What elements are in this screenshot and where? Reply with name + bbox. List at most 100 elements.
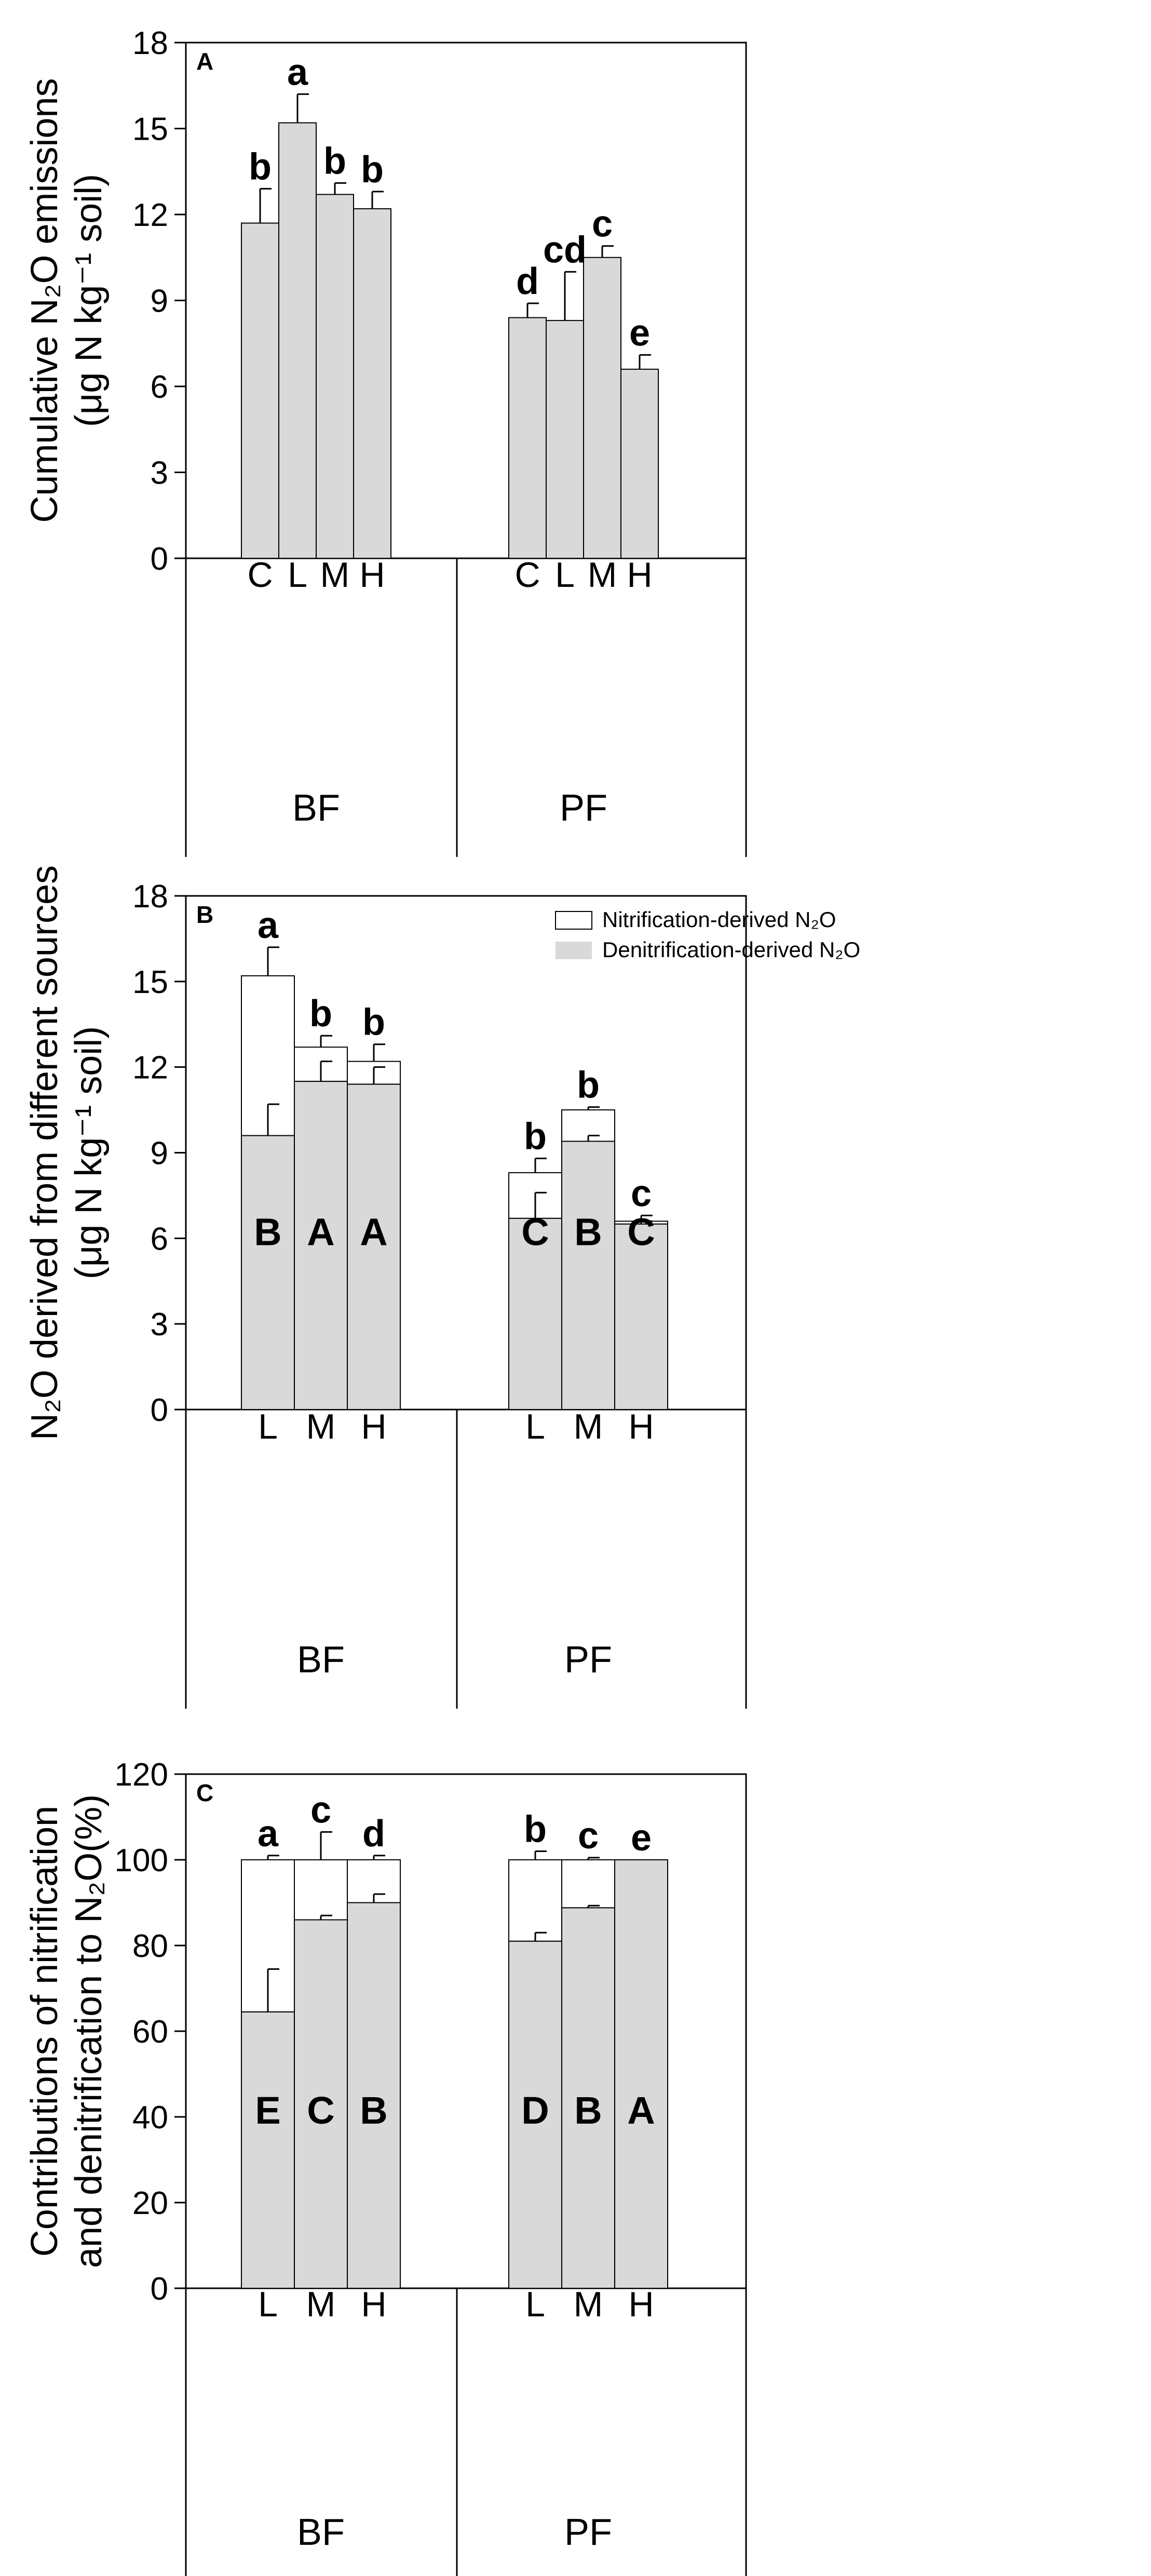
group-label: PF [560, 787, 607, 829]
significance-letter-source: B [574, 1211, 602, 1254]
significance-letter-source: E [255, 2089, 280, 2132]
y-tick-label: 12 [132, 197, 168, 233]
significance-letter-total: c [631, 1173, 652, 1214]
significance-letter-source: A [307, 1211, 334, 1254]
y-tick-label: 9 [151, 1136, 168, 1172]
bar-denitrification [294, 1919, 348, 2289]
bar [508, 317, 547, 559]
bar [583, 257, 621, 559]
bar-denitrification [614, 1859, 668, 2289]
bar-denitrification [347, 1902, 401, 2289]
category-label: C [247, 555, 273, 595]
bar-nitrification [561, 1859, 615, 1909]
panel-c: 0 20 40 60 80 100 120 Contributions of nitrific… [24, 1757, 747, 2576]
bar [316, 194, 354, 559]
category-label: M [574, 1407, 603, 1446]
legend-swatch-denitrification [556, 942, 592, 959]
significance-letter-total: a [258, 905, 279, 946]
y-tick-label: 3 [151, 1307, 168, 1343]
y-axis-label: N₂O derived from different sources [24, 865, 65, 1440]
significance-letter-total: d [362, 1813, 385, 1855]
significance-letter-source: B [360, 2089, 387, 2132]
significance-letter: b [361, 149, 384, 191]
bar-denitrification [241, 2011, 295, 2289]
y-axis-label: Contributions of nitrification [24, 1806, 65, 2257]
group-label: PF [564, 2512, 612, 2553]
significance-letter-total: a [258, 1813, 279, 1855]
category-label: H [361, 1407, 386, 1446]
category-label: L [555, 555, 575, 595]
bar [620, 368, 659, 559]
panel-label: A [196, 48, 213, 75]
category-label: L [525, 1407, 545, 1446]
significance-letter-source: B [574, 2089, 602, 2132]
y-tick-label: 0 [151, 2271, 168, 2307]
category-label: H [627, 555, 652, 595]
y-tick-label: 18 [132, 25, 168, 61]
significance-letter-source: B [254, 1211, 281, 1254]
category-label: H [628, 1407, 654, 1446]
group-label: BF [297, 1639, 345, 1681]
significance-letter-source: C [521, 1211, 549, 1254]
category-label: H [628, 2285, 654, 2324]
significance-letter: b [249, 146, 272, 187]
significance-letter-total: b [577, 1065, 600, 1106]
legend-label-denitrification: Denitrification-derived N₂O [602, 937, 860, 962]
significance-letter: cd [543, 229, 587, 271]
y-tick-label: 20 [132, 2185, 168, 2221]
bar [278, 122, 317, 559]
significance-letter-total: c [310, 1789, 331, 1831]
group-label: PF [564, 1639, 612, 1681]
category-label: L [525, 2285, 545, 2324]
panel-b: 0 3 6 9 12 15 18 N₂O derived from different sou… [24, 865, 860, 1709]
y-tick-label: 0 [151, 1392, 168, 1428]
category-label: L [258, 1407, 278, 1446]
category-label: C [514, 555, 540, 595]
bar-denitrification [614, 1223, 668, 1410]
legend-label-nitrification: Nitrification-derived N₂O [602, 907, 836, 932]
category-label: M [574, 2285, 603, 2324]
panel-label: B [196, 901, 213, 928]
y-tick-label: 40 [132, 2100, 168, 2136]
significance-letter-total: b [362, 1002, 385, 1043]
category-label: L [258, 2285, 278, 2324]
y-tick-label: 12 [132, 1050, 168, 1086]
y-tick-label: 9 [151, 284, 168, 319]
significance-letter: d [516, 261, 539, 302]
significance-letter-total: c [578, 1815, 599, 1857]
y-tick-label: 6 [151, 369, 168, 405]
y-axis-label-units: (μg N kg⁻¹ soil) [68, 174, 110, 427]
y-tick-label: 15 [132, 112, 168, 147]
y-tick-label: 0 [151, 541, 168, 577]
significance-letter: b [323, 140, 346, 182]
significance-letter-source: A [360, 1211, 387, 1254]
y-axis-label: Cumulative N₂O emissions [24, 78, 65, 522]
category-label: H [361, 2285, 386, 2324]
bar-nitrification [508, 1859, 562, 1942]
bar [241, 222, 279, 559]
significance-letter-total: b [309, 993, 332, 1035]
category-label: H [359, 555, 385, 595]
y-tick-label: 80 [132, 1928, 168, 1964]
significance-letter-total: e [631, 1817, 652, 1859]
y-axis-label-units: and denitrification to N₂O(%) [68, 1794, 110, 2268]
significance-letter-total: b [524, 1116, 547, 1157]
bar-denitrification [347, 1083, 401, 1410]
significance-letter-source: A [627, 2089, 655, 2132]
bar-denitrification [508, 1217, 562, 1411]
group-label: BF [292, 787, 340, 829]
significance-letter-source: D [521, 2089, 549, 2132]
panel-label: C [196, 1779, 213, 1806]
bar-denitrification [561, 1141, 615, 1410]
bar [353, 208, 391, 559]
bar [546, 320, 584, 559]
bar-denitrification [294, 1081, 348, 1410]
y-tick-label: 100 [115, 1843, 168, 1879]
significance-letter: c [592, 204, 613, 245]
category-label: M [306, 1407, 336, 1446]
panel-a: 0 3 6 9 12 15 18 Cumulative N₂O emissions (μg N … [24, 25, 747, 857]
significance-letter-total: b [524, 1809, 547, 1850]
y-tick-label: 15 [132, 964, 168, 1000]
y-tick-label: 120 [115, 1757, 168, 1793]
